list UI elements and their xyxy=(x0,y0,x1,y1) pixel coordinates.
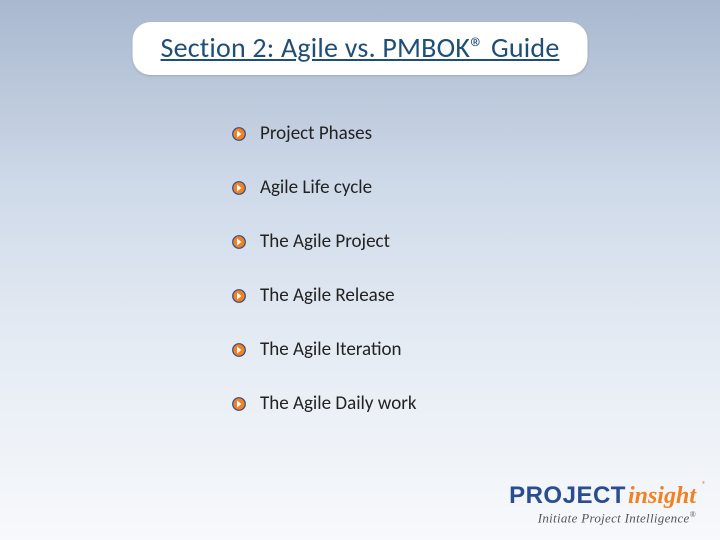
bullet-icon xyxy=(232,289,246,303)
bullet-list: Project Phases Agile Life cycle The Agil… xyxy=(232,122,417,415)
slide-title: Section 2: Agile vs. PMBOK® Guide xyxy=(161,30,560,65)
bullet-icon xyxy=(232,397,246,411)
bullet-label: The Agile Iteration xyxy=(260,338,402,361)
logo-tagline: Initiate Project Intelligence® xyxy=(538,510,696,526)
bullet-label: The Agile Daily work xyxy=(260,392,417,415)
logo-project-text: PROJECT xyxy=(509,482,626,510)
list-item: The Agile Release xyxy=(232,284,417,307)
list-item: The Agile Iteration xyxy=(232,338,417,361)
bullet-label: Project Phases xyxy=(260,122,372,145)
bullet-label: Agile Life cycle xyxy=(260,176,372,199)
logo-row: PROJECT insight ® xyxy=(509,482,696,510)
list-item: Agile Life cycle xyxy=(232,176,417,199)
bullet-label: The Agile Release xyxy=(260,284,395,307)
bullet-label: The Agile Project xyxy=(260,230,390,253)
title-box: Section 2: Agile vs. PMBOK® Guide xyxy=(133,22,588,75)
bullet-icon xyxy=(232,181,246,195)
bullet-icon xyxy=(232,235,246,249)
logo-trademark: ® xyxy=(702,480,706,490)
brand-logo: PROJECT insight ® Initiate Project Intel… xyxy=(509,482,696,526)
bullet-icon xyxy=(232,127,246,141)
logo-insight-text: insight xyxy=(628,483,696,510)
list-item: Project Phases xyxy=(232,122,417,145)
list-item: The Agile Project xyxy=(232,230,417,253)
bullet-icon xyxy=(232,343,246,357)
logo-tagline-text: Initiate Project Intelligence xyxy=(538,510,690,525)
list-item: The Agile Daily work xyxy=(232,392,417,415)
